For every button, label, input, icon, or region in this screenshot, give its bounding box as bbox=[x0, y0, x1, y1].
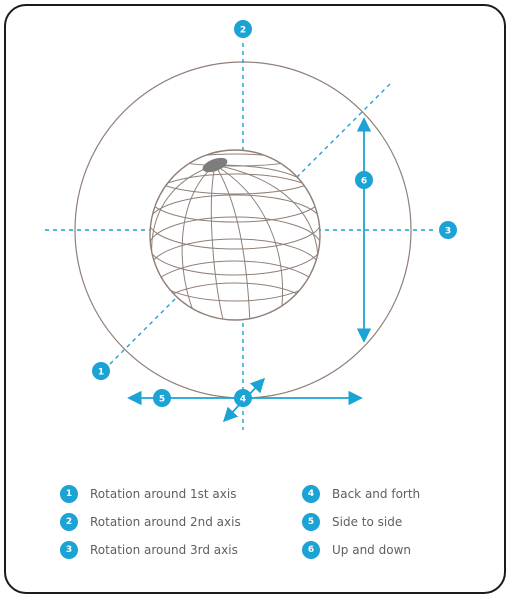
legend-item-side-to-side: 5 Side to side bbox=[302, 508, 420, 536]
legend-label-up-and-down: Up and down bbox=[332, 543, 411, 557]
legend-item-rotation-1st-axis: 1 Rotation around 1st axis bbox=[60, 480, 241, 508]
legend-item-rotation-3rd-axis: 3 Rotation around 3rd axis bbox=[60, 536, 241, 564]
legend-label-rotation-2nd-axis: Rotation around 2nd axis bbox=[90, 515, 241, 529]
diagonal-axis-line bbox=[109, 83, 391, 365]
marker-5: 5 bbox=[153, 389, 171, 407]
svg-text:5: 5 bbox=[159, 395, 165, 405]
pole-cap bbox=[202, 157, 228, 173]
globe bbox=[149, 149, 321, 321]
marker-6: 6 bbox=[355, 171, 373, 189]
legend-item-up-and-down: 6 Up and down bbox=[302, 536, 420, 564]
legend-item-rotation-2nd-axis: 2 Rotation around 2nd axis bbox=[60, 508, 241, 536]
marker-1: 1 bbox=[92, 362, 110, 380]
legend-label-back-and-forth: Back and forth bbox=[332, 487, 421, 501]
legend-number-badge-5: 5 bbox=[302, 513, 320, 531]
legend-item-back-and-forth: 4 Back and forth bbox=[302, 480, 420, 508]
legend-right-column: 4 Back and forth 5 Side to side 6 Up and… bbox=[302, 480, 420, 564]
marker-2: 2 bbox=[234, 20, 252, 38]
legend: 1 Rotation around 1st axis 2 Rotation ar… bbox=[60, 480, 470, 570]
legend-label-side-to-side: Side to side bbox=[332, 515, 403, 529]
legend-number-badge-2: 2 bbox=[60, 513, 78, 531]
legend-label-rotation-1st-axis: Rotation around 1st axis bbox=[90, 487, 237, 501]
svg-text:1: 1 bbox=[98, 368, 104, 378]
marker-4: 4 bbox=[234, 389, 252, 407]
legend-number-badge-1: 1 bbox=[60, 485, 78, 503]
legend-number-badge-6: 6 bbox=[302, 541, 320, 559]
svg-text:6: 6 bbox=[361, 177, 367, 187]
svg-text:3: 3 bbox=[445, 227, 451, 237]
svg-text:2: 2 bbox=[240, 26, 246, 36]
legend-number-badge-3: 3 bbox=[60, 541, 78, 559]
legend-label-rotation-3rd-axis: Rotation around 3rd axis bbox=[90, 543, 238, 557]
marker-3: 3 bbox=[439, 221, 457, 239]
svg-text:4: 4 bbox=[240, 395, 246, 405]
legend-left-column: 1 Rotation around 1st axis 2 Rotation ar… bbox=[60, 480, 241, 564]
legend-number-badge-4: 4 bbox=[302, 485, 320, 503]
